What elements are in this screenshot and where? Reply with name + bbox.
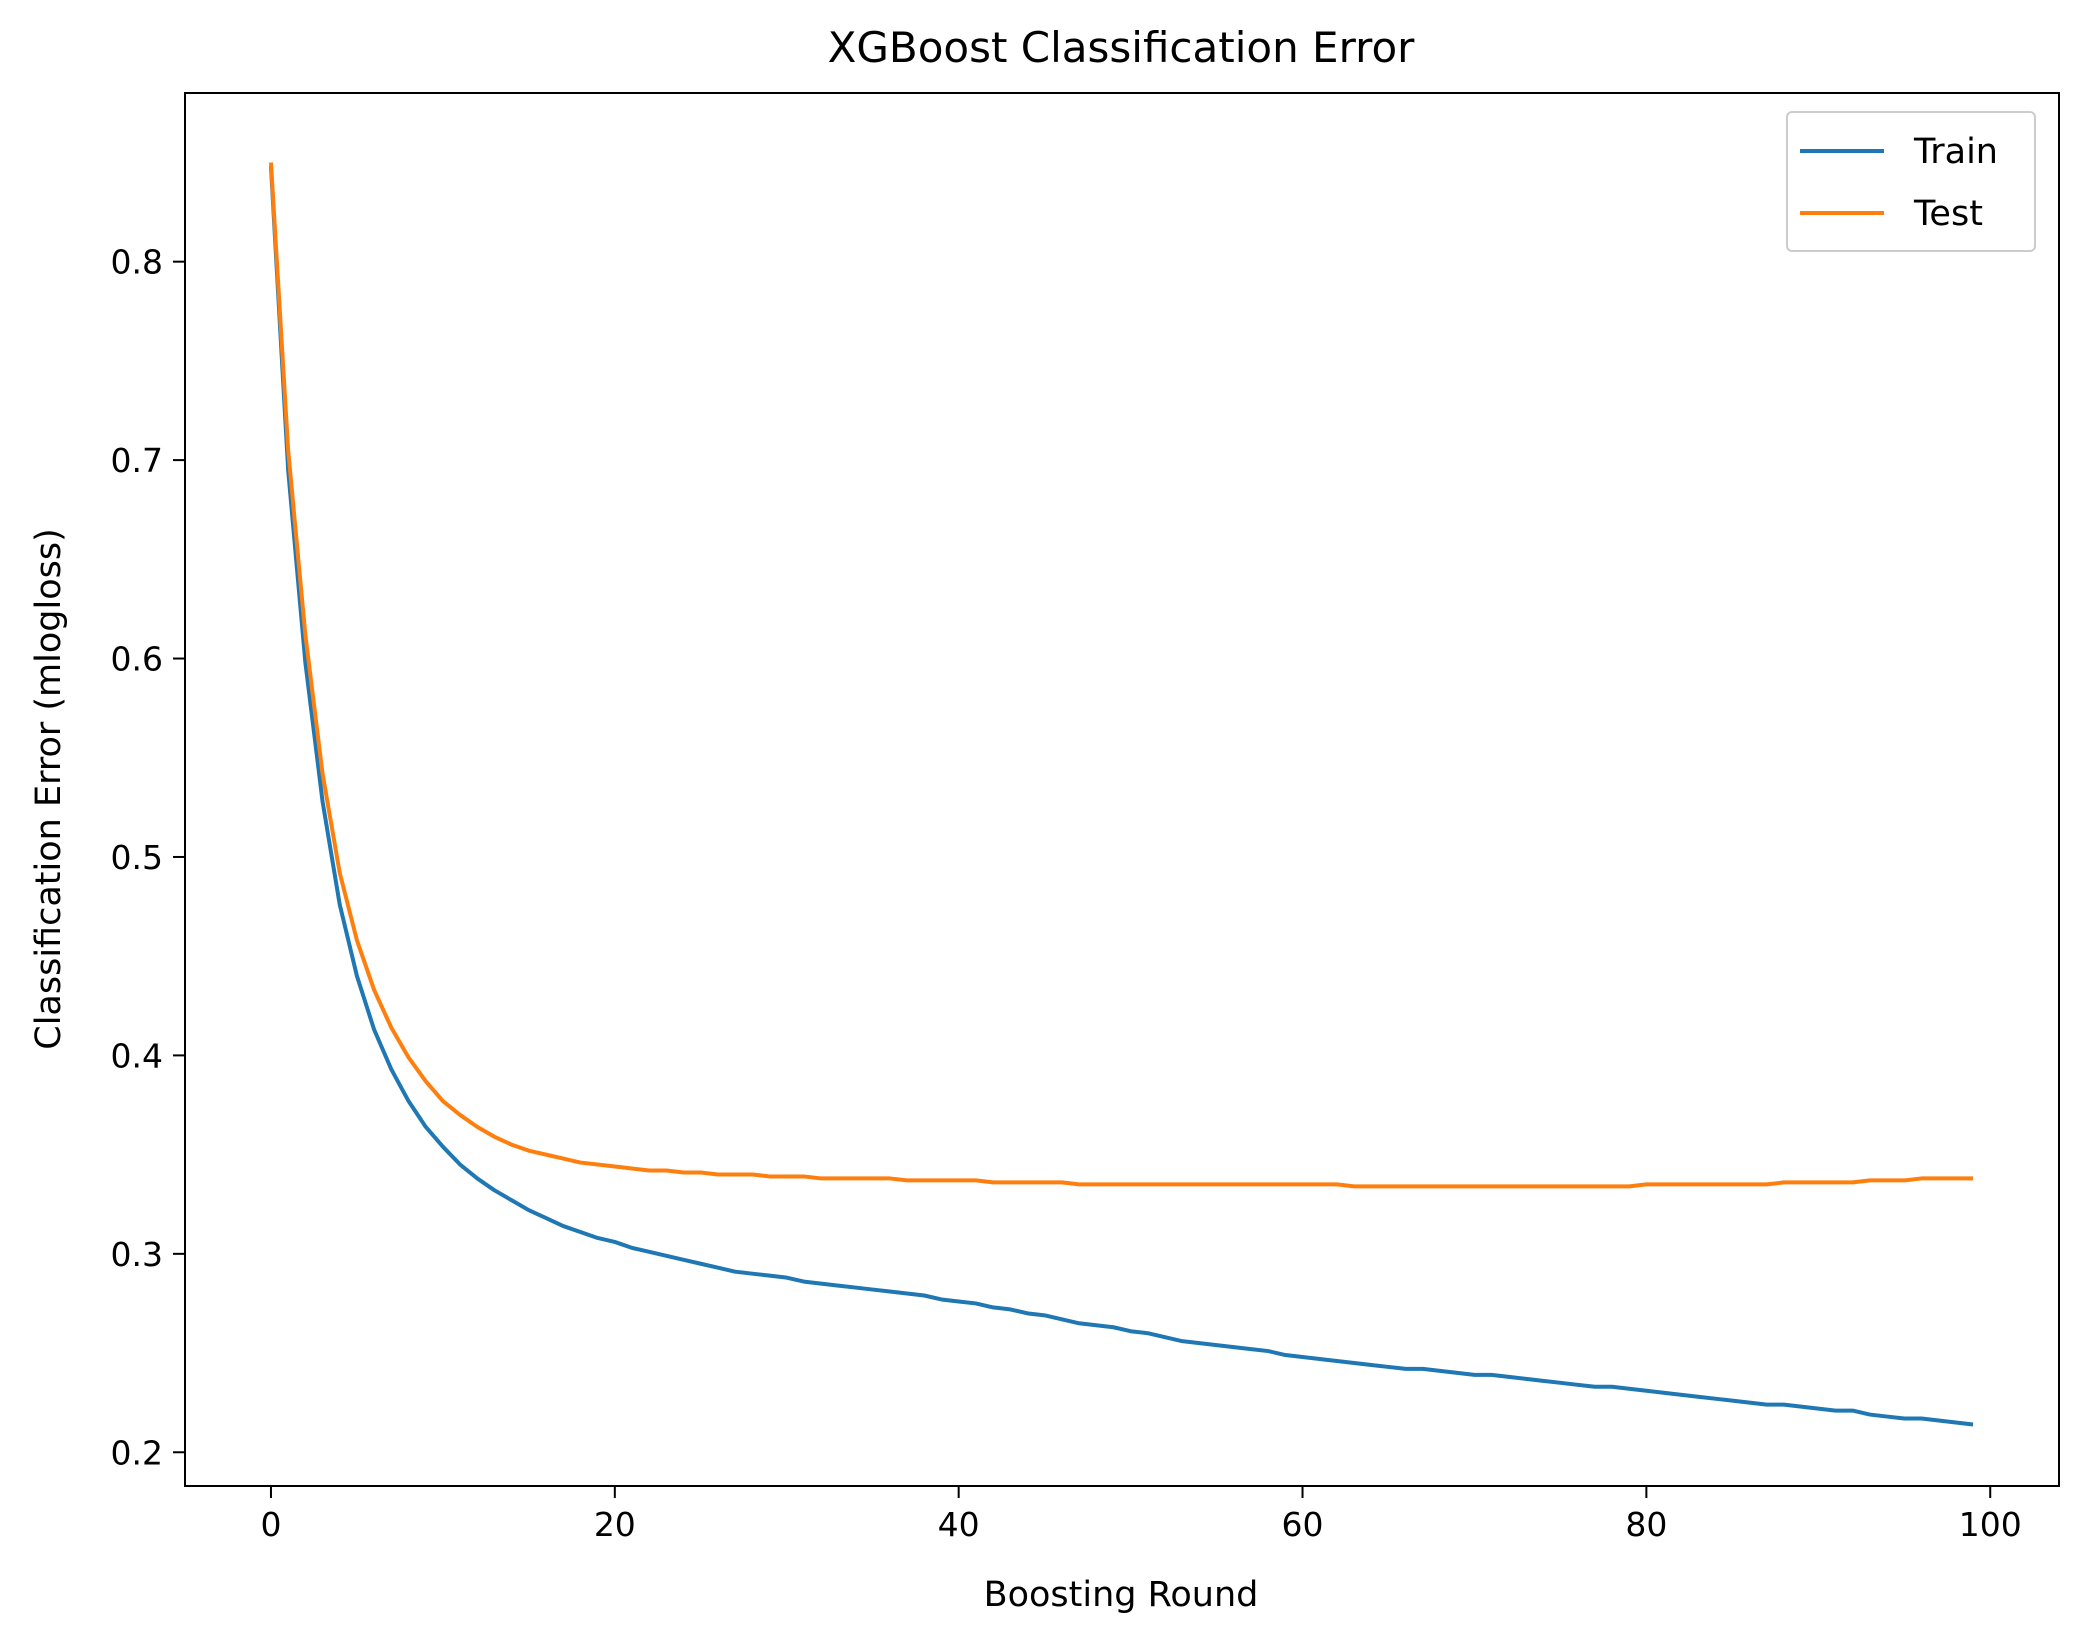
y-tick-label: 0.6 — [111, 640, 163, 679]
x-tick-label: 20 — [594, 1505, 636, 1544]
y-tick-label: 0.8 — [111, 243, 163, 282]
y-axis: 0.2 0.3 0.4 0.5 0.6 0.7 0.8 — [111, 243, 185, 1472]
legend-label-train: Train — [1913, 132, 1998, 172]
x-axis: 0 20 40 60 80 100 — [260, 1486, 2022, 1544]
x-tick-label: 0 — [260, 1505, 281, 1544]
series-lines — [268, 162, 1974, 1427]
y-axis-label: Classification Error (mlogloss) — [29, 528, 69, 1050]
y-tick-label: 0.5 — [111, 838, 163, 877]
x-tick-label: 40 — [938, 1505, 980, 1544]
x-tick-label: 60 — [1282, 1505, 1324, 1544]
x-tick-label: 80 — [1625, 1505, 1667, 1544]
y-tick-label: 0.2 — [111, 1433, 163, 1472]
series-line-train — [268, 166, 1974, 1427]
x-tick-label: 100 — [1959, 1505, 2022, 1544]
legend-label-test: Test — [1913, 194, 1983, 234]
y-tick-label: 0.7 — [111, 441, 163, 480]
chart-title: XGBoost Classification Error — [828, 23, 1416, 72]
y-tick-label: 0.3 — [111, 1235, 163, 1274]
series-line-test — [268, 162, 1974, 1189]
x-axis-label: Boosting Round — [984, 1575, 1259, 1615]
legend: Train Test — [1786, 111, 2036, 252]
plot-area-frame — [184, 92, 2060, 1487]
y-tick-label: 0.4 — [111, 1036, 163, 1075]
legend-box — [1786, 111, 2036, 252]
